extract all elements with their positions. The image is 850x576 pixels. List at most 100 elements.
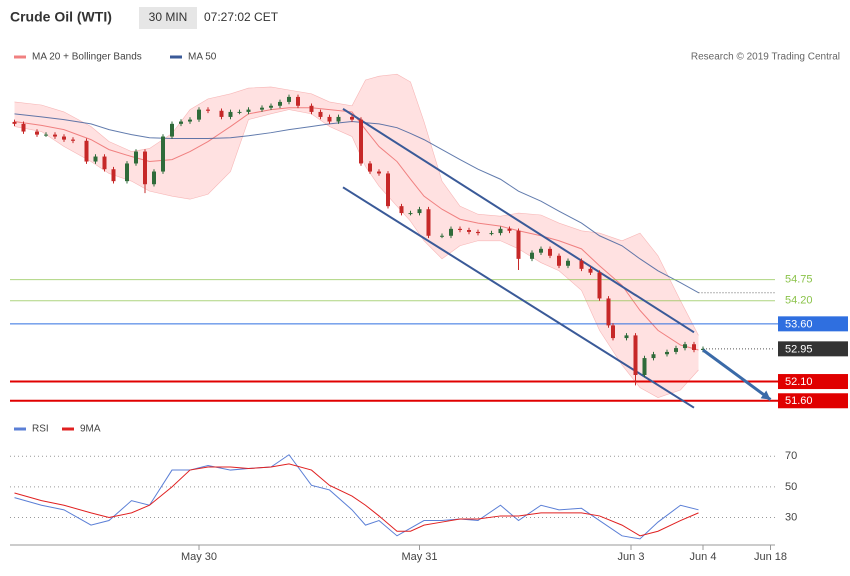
candle-body xyxy=(624,335,629,339)
timeframe-box xyxy=(139,7,197,29)
candle-body xyxy=(161,136,165,172)
x-tick-label: Jun 4 xyxy=(690,551,717,563)
candle-body xyxy=(498,228,503,234)
candle-body xyxy=(399,206,404,214)
candle-body xyxy=(206,109,210,111)
candle-body xyxy=(701,348,705,350)
candle-body xyxy=(309,105,314,112)
candle-body xyxy=(530,252,534,259)
candle-body xyxy=(336,116,341,122)
candle-body xyxy=(170,123,174,137)
projection-arrow xyxy=(702,348,772,401)
candle-body xyxy=(579,260,584,269)
candle-body xyxy=(93,156,98,162)
candle-body xyxy=(143,151,147,185)
candle-body xyxy=(21,123,26,132)
candle-body xyxy=(588,268,593,273)
legend-label: 9MA xyxy=(80,424,101,435)
rsi-tick-label: 30 xyxy=(785,511,797,523)
candle-body xyxy=(683,344,687,349)
candle-body xyxy=(12,121,17,124)
candle-body xyxy=(228,111,233,117)
level-box xyxy=(778,374,848,390)
level-box xyxy=(778,316,848,332)
candle-body xyxy=(125,163,129,182)
candle-body xyxy=(548,248,552,256)
rsi-tick-label: 70 xyxy=(785,450,797,462)
candle-body xyxy=(296,96,300,106)
candle-body xyxy=(152,171,156,185)
legend-label: MA 50 xyxy=(188,52,217,63)
candle-body xyxy=(327,116,332,122)
candle-body xyxy=(53,134,57,137)
x-tick-label: Jun 3 xyxy=(618,551,645,563)
candle-body xyxy=(507,228,512,231)
projection-arrowhead xyxy=(760,390,771,400)
level-label: 52.95 xyxy=(785,343,813,355)
candle-body xyxy=(71,139,75,141)
candle-body xyxy=(476,231,480,234)
candle-body xyxy=(318,111,323,117)
x-tick-label: May 31 xyxy=(401,551,437,563)
legend-label: RSI xyxy=(32,424,49,435)
candle-body xyxy=(197,109,201,120)
x-tick-label: Jun 18 xyxy=(754,551,787,563)
candle-body xyxy=(633,335,638,375)
timeframe: 30 MIN xyxy=(149,10,188,24)
candle-body xyxy=(134,151,138,164)
level-label: 54.20 xyxy=(785,295,813,307)
candle-body xyxy=(692,344,696,350)
candle-body xyxy=(449,228,453,236)
candle-body xyxy=(386,173,390,207)
candle-body xyxy=(651,354,656,359)
candle-body xyxy=(102,156,107,170)
bollinger-upper xyxy=(14,73,699,336)
level-label: 53.60 xyxy=(785,318,813,330)
rsi-line xyxy=(14,454,699,540)
candle-body xyxy=(188,119,192,122)
candle-body xyxy=(44,134,48,136)
rsi-tick-label: 50 xyxy=(785,481,797,493)
candle-body xyxy=(246,109,251,112)
candle-body xyxy=(350,116,354,120)
candle-body xyxy=(665,351,669,355)
candle-body xyxy=(489,233,494,235)
source: Research © 2019 Trading Central xyxy=(691,52,840,63)
candle-body xyxy=(566,260,570,266)
trendline xyxy=(342,108,695,334)
level-box xyxy=(778,341,848,357)
ma50-line xyxy=(14,113,699,294)
candle-body xyxy=(440,235,444,237)
candle-body xyxy=(377,171,381,174)
candle-body xyxy=(269,105,273,108)
level-label: 51.60 xyxy=(785,395,813,407)
time: 07:27:02 CET xyxy=(204,10,279,24)
candle-body xyxy=(467,230,471,232)
chart-title: Crude Oil (WTI) xyxy=(10,9,112,25)
candle-body xyxy=(417,209,422,214)
candle-body xyxy=(408,213,413,215)
candle-body xyxy=(287,96,291,102)
candle-body xyxy=(179,121,183,124)
bollinger-lower xyxy=(14,109,699,399)
candle-body xyxy=(611,325,615,339)
candle-body xyxy=(539,248,543,253)
candle-body xyxy=(426,209,431,236)
candle-body xyxy=(84,140,89,162)
candle-body xyxy=(111,169,116,182)
candle-body xyxy=(35,131,39,135)
candle-body xyxy=(606,298,611,326)
candle-body xyxy=(368,163,372,172)
candle-body xyxy=(219,110,224,117)
x-tick-label: May 30 xyxy=(181,551,217,563)
bollinger-band xyxy=(14,74,699,398)
candle-body xyxy=(237,111,242,113)
rsi-line xyxy=(14,463,699,537)
candle-body xyxy=(557,255,561,266)
candle-body xyxy=(62,136,66,140)
candle-body xyxy=(597,272,602,299)
candle-body xyxy=(458,228,462,230)
candle-body xyxy=(516,230,521,259)
level-label: 54.75 xyxy=(785,274,813,286)
candle-body xyxy=(278,101,282,106)
